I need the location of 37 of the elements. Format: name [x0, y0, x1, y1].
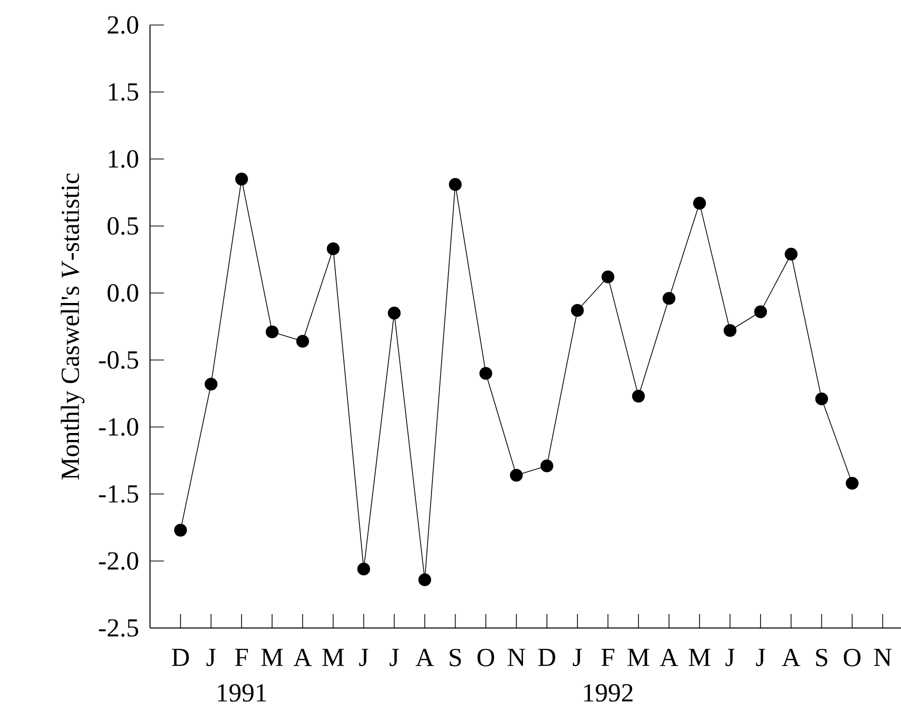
y-tick-label: -2.0 [98, 552, 138, 570]
x-tick-label: A [416, 648, 434, 666]
y-tick-label: -2.5 [98, 619, 138, 637]
x-tick-label: A [294, 648, 312, 666]
x-tick-label: A [660, 648, 678, 666]
x-tick-label: M [688, 648, 710, 666]
y-tick-label: -0.5 [98, 351, 138, 369]
y-tick-label: 1.0 [108, 150, 138, 168]
text: 1992 [584, 684, 632, 702]
x-tick-label: M [322, 648, 344, 666]
y-tick-label: 0.5 [108, 217, 138, 235]
x-tick-label: N [508, 648, 526, 666]
x-tick-label: J [756, 648, 766, 666]
x-tick-label: S [450, 648, 461, 666]
x-tick-label: A [782, 648, 800, 666]
x-tick-label: M [628, 648, 650, 666]
x-tick-label: O [844, 648, 860, 666]
x-tick-label: J [726, 648, 735, 666]
text: 1991 [218, 684, 266, 702]
y-tick-label: 1.5 [108, 83, 138, 101]
x-tick-label: O [478, 648, 494, 666]
x-tick-label: J [572, 648, 582, 666]
x-tick-label: F [235, 648, 248, 666]
x-tick-label: J [390, 648, 399, 666]
x-tick-label: N [874, 648, 892, 666]
x-tick-label: F [601, 648, 614, 666]
y-tick-label: 0.0 [108, 284, 138, 302]
x-tick-label: J [359, 648, 368, 666]
x-tick-label: D [538, 648, 556, 666]
y-tick-label: -1.5 [98, 485, 138, 503]
x-tick-label: S [816, 648, 828, 666]
x-tick-label: D [172, 648, 189, 666]
y-tick-label: -1.0 [98, 418, 138, 436]
x-tick-label: J [206, 648, 216, 666]
x-tick-label: M [261, 648, 283, 666]
y-tick-label: 2.0 [108, 16, 138, 34]
y-axis-title: Monthly Caswell's V-statistic [60, 173, 84, 480]
